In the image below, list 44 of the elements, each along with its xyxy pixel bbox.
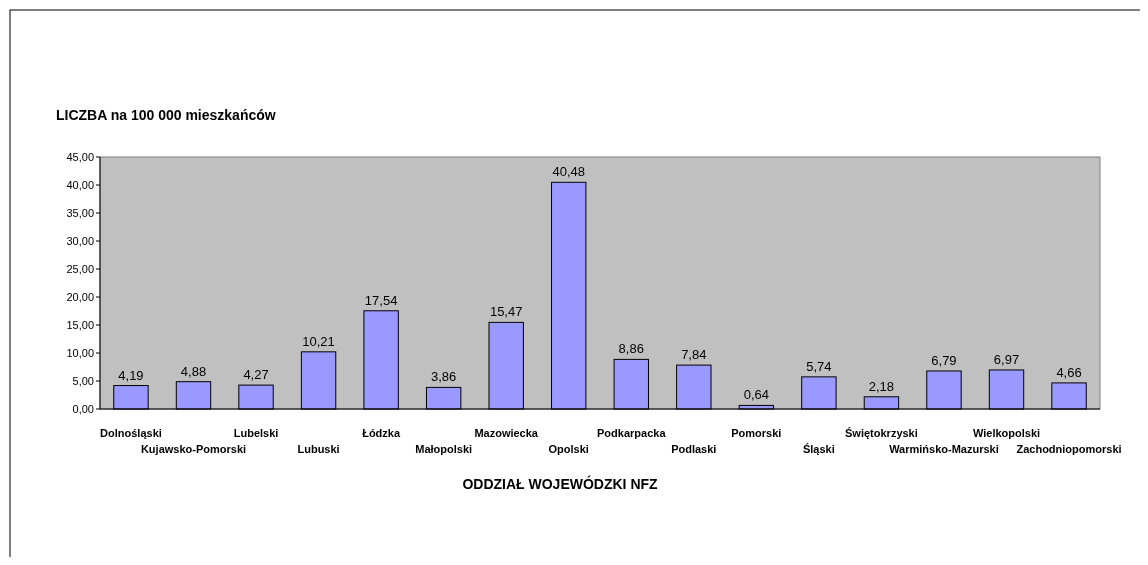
x-tick-label: Mazowiecka bbox=[474, 427, 539, 439]
x-tick-label: Podkarpacka bbox=[597, 427, 667, 439]
data-label: 4,88 bbox=[180, 363, 207, 379]
x-tick-label: Podlaski bbox=[671, 443, 717, 455]
x-tick-label: Wielkopolski bbox=[972, 427, 1041, 439]
data-label: 6,79 bbox=[931, 352, 957, 368]
data-label: 15,47 bbox=[489, 304, 523, 320]
x-tick-label: Kujawsko-Pomorski bbox=[140, 443, 247, 455]
data-label: 6,97 bbox=[993, 351, 1020, 367]
x-tick-label: Dolnośląski bbox=[100, 427, 162, 439]
x-tick-label: Małopolski bbox=[415, 443, 473, 455]
x-tick-label: Świętokrzyski bbox=[845, 427, 918, 439]
x-tick-label: Zachodniopomorski bbox=[1016, 443, 1122, 455]
data-label: 7,84 bbox=[681, 347, 707, 363]
y-tick-label: 45,00 bbox=[66, 150, 94, 163]
x-tick-label: Pomorski bbox=[731, 427, 782, 439]
x-tick-label: Warmińsko-Mazurski bbox=[889, 443, 999, 455]
x-axis-title: ODDZIAŁ WOJEWÓDZKI NFZ bbox=[462, 475, 659, 492]
y-tick-label: 0,00 bbox=[72, 402, 94, 415]
data-label: 4,27 bbox=[243, 367, 269, 383]
x-tick-label: Lubelski bbox=[233, 427, 279, 439]
y-tick-label: 10,00 bbox=[66, 346, 94, 359]
y-tick-label: 40,00 bbox=[66, 178, 94, 191]
data-label: 3,86 bbox=[431, 369, 457, 385]
x-tick-label: Opolski bbox=[548, 443, 589, 455]
data-label: 40,48 bbox=[552, 164, 585, 180]
data-label: 4,19 bbox=[118, 367, 144, 383]
data-label: 17,54 bbox=[364, 292, 398, 308]
data-label: 10,21 bbox=[302, 333, 335, 349]
x-tick-label: Lubuski bbox=[297, 443, 340, 455]
data-label: 0,64 bbox=[743, 387, 769, 403]
data-label: 2,18 bbox=[868, 378, 895, 394]
y-tick-label: 15,00 bbox=[66, 318, 94, 331]
x-tick-label: Śląski bbox=[802, 443, 835, 455]
data-label: 5,74 bbox=[806, 358, 832, 374]
y-tick-label: 35,00 bbox=[66, 206, 94, 219]
y-tick-label: 5,00 bbox=[72, 374, 94, 387]
data-label: 8,86 bbox=[618, 341, 644, 357]
y-tick-label: 20,00 bbox=[66, 290, 94, 303]
data-label: 4,66 bbox=[1056, 364, 1082, 380]
y-tick-label: 30,00 bbox=[66, 234, 94, 247]
x-tick-label: Łódzka bbox=[362, 427, 401, 439]
y-axis-title: LICZBA na 100 000 mieszkańców bbox=[56, 107, 276, 123]
y-tick-label: 25,00 bbox=[66, 262, 94, 275]
